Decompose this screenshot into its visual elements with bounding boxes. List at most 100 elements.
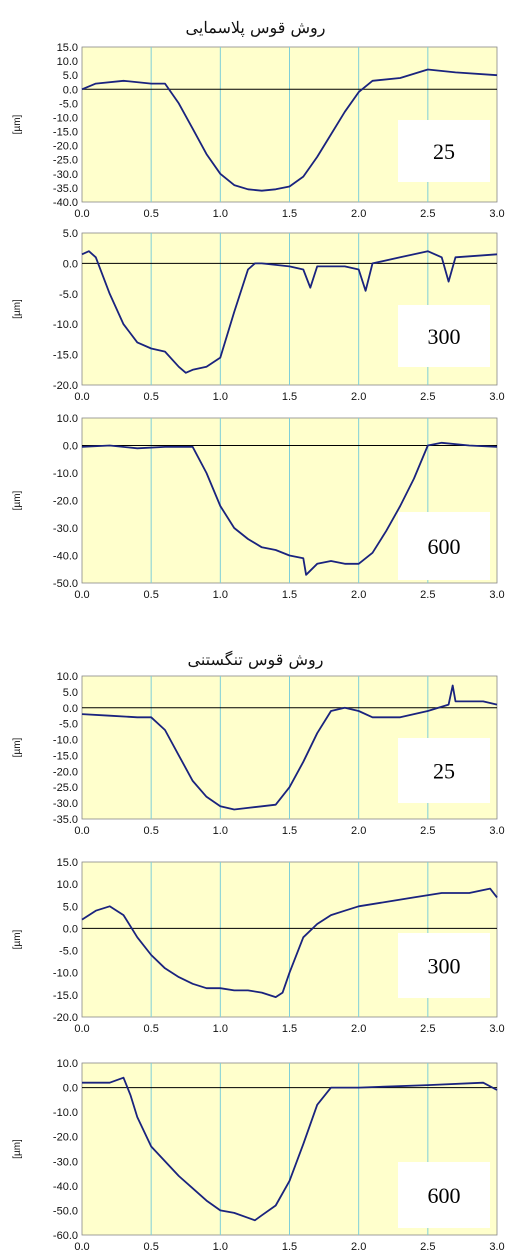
x-tick-label: 1.5 <box>282 589 297 601</box>
y-tick-label: 10.0 <box>57 413 78 425</box>
x-tick-label: 0.0 <box>74 825 89 837</box>
y-tick-label: -25.0 <box>53 782 78 794</box>
chart-5: 0.0 0.5 1.0 1.5 2.0 2.5 3.0 15.0 10.0 5.0 0.0 -5.0 -… <box>12 857 505 1035</box>
x-tick-label: 1.0 <box>213 589 228 601</box>
y-tick-label: -5.0 <box>59 289 78 301</box>
condition-label-box <box>398 933 490 998</box>
x-tick-label: 2.0 <box>351 208 366 220</box>
condition-label: 600 <box>428 534 461 559</box>
y-axis-label: [µm] <box>12 929 23 949</box>
y-tick-label: -20.0 <box>53 1012 78 1024</box>
y-tick-label: 0.0 <box>63 84 78 96</box>
y-tick-label: 10.0 <box>57 1058 78 1070</box>
y-tick-label: -60.0 <box>53 1230 78 1242</box>
y-tick-label: 5.0 <box>63 687 78 699</box>
y-tick-label: -15.0 <box>53 750 78 762</box>
y-axis-label: [µm] <box>12 114 23 134</box>
y-axis-label: [µm] <box>12 490 23 510</box>
y-tick-label: -30.0 <box>53 523 78 535</box>
y-tick-label: 10.0 <box>57 56 78 68</box>
y-tick-label: 15.0 <box>57 857 78 869</box>
y-axis-label: [µm] <box>12 737 23 757</box>
x-tick-label: 0.0 <box>74 208 89 220</box>
y-tick-label: 5.0 <box>63 901 78 913</box>
y-axis-label: [µm] <box>12 299 23 319</box>
x-tick-label: 2.5 <box>420 825 435 837</box>
y-tick-label: 0.0 <box>63 441 78 453</box>
y-tick-label: -40.0 <box>53 197 78 209</box>
x-tick-label: 2.0 <box>351 589 366 601</box>
y-tick-label: -35.0 <box>53 814 78 826</box>
y-tick-label: -10.0 <box>53 112 78 124</box>
x-tick-label: 1.5 <box>282 825 297 837</box>
y-tick-label: -10.0 <box>53 968 78 980</box>
chart-2: 0.0 0.5 1.0 1.5 2.0 2.5 3.0 5.0 0.0 -5.0 -10.0 -15.… <box>12 228 505 403</box>
series-line <box>81 250 498 374</box>
y-tick-label: -15.0 <box>53 990 78 1002</box>
x-tick-label: 3.0 <box>489 825 504 837</box>
y-tick-label: 10.0 <box>57 879 78 891</box>
x-tick-label: 1.5 <box>282 1023 297 1035</box>
x-tick-label: 1.0 <box>213 208 228 220</box>
y-tick-label: 5.0 <box>63 70 78 82</box>
x-tick-label: 3.0 <box>489 589 504 601</box>
condition-label: 600 <box>428 1183 461 1208</box>
section-title-plasma: روش قوس پلاسمایی <box>185 18 326 37</box>
y-tick-label: 0.0 <box>63 1083 78 1095</box>
x-tick-label: 2.5 <box>420 391 435 403</box>
condition-label: 25 <box>433 759 455 784</box>
x-tick-label: 1.0 <box>213 1023 228 1035</box>
condition-label-box <box>398 120 490 182</box>
chart-1: 0.0 0.5 1.0 1.5 2.0 2.5 3.0 15.0 10.0 5.0 0.0 -5.0 -… <box>12 42 505 220</box>
chart-4: 0.0 0.5 1.0 1.5 2.0 2.5 3.0 10.0 5.0 0.0 -5.0 -10.0… <box>12 671 505 837</box>
y-tick-label: 0.0 <box>63 923 78 935</box>
x-tick-label: 3.0 <box>489 391 504 403</box>
y-tick-label: -5.0 <box>59 98 78 110</box>
x-tick-label: 2.0 <box>351 1023 366 1035</box>
condition-label-box <box>398 305 490 367</box>
x-tick-label: 0.0 <box>74 391 89 403</box>
series-line <box>81 441 498 576</box>
x-tick-label: 2.0 <box>351 391 366 403</box>
y-tick-label: -30.0 <box>53 169 78 181</box>
y-tick-label: -10.0 <box>53 468 78 480</box>
x-tick-label: 3.0 <box>489 208 504 220</box>
y-tick-label: -20.0 <box>53 1132 78 1144</box>
y-tick-label: -10.0 <box>53 319 78 331</box>
y-tick-label: -10.0 <box>53 1107 78 1119</box>
chart-3: 0.0 0.5 1.0 1.5 2.0 2.5 3.0 10.0 0.0 -10.0 -20.0 -3… <box>12 413 505 601</box>
x-tick-label: 0.5 <box>144 208 159 220</box>
x-tick-label: 1.5 <box>282 1241 297 1253</box>
y-tick-label: -5.0 <box>59 719 78 731</box>
x-tick-label: 3.0 <box>489 1023 504 1035</box>
y-tick-label: -50.0 <box>53 1205 78 1217</box>
y-tick-label: -15.0 <box>53 127 78 139</box>
condition-label: 300 <box>428 954 461 979</box>
x-tick-label: 0.5 <box>144 825 159 837</box>
condition-label-box <box>398 512 490 580</box>
x-tick-label: 1.0 <box>213 391 228 403</box>
condition-label: 25 <box>433 139 455 164</box>
x-tick-label: 0.0 <box>74 1023 89 1035</box>
y-tick-label: -30.0 <box>53 1156 78 1168</box>
series-line <box>82 1076 498 1222</box>
x-tick-label: 2.0 <box>351 1241 366 1253</box>
x-tick-label: 2.5 <box>420 1023 435 1035</box>
y-tick-label: -10.0 <box>53 735 78 747</box>
x-tick-label: 1.5 <box>282 208 297 220</box>
x-tick-label: 0.0 <box>74 589 89 601</box>
chart-6: 0.0 0.5 1.0 1.5 2.0 2.5 3.0 10.0 0.0 -10.0 -20.0 -3… <box>12 1058 505 1253</box>
x-tick-label: 2.5 <box>420 208 435 220</box>
condition-label: 300 <box>428 324 461 349</box>
x-tick-label: 0.5 <box>144 1023 159 1035</box>
y-tick-label: -40.0 <box>53 1181 78 1193</box>
y-tick-label: 0.0 <box>63 703 78 715</box>
series-line <box>81 68 498 192</box>
y-tick-label: -5.0 <box>59 946 78 958</box>
condition-label-box <box>398 1162 490 1228</box>
y-tick-label: -35.0 <box>53 183 78 195</box>
y-tick-label: -20.0 <box>53 380 78 392</box>
y-tick-label: -25.0 <box>53 155 78 167</box>
x-tick-label: 0.0 <box>74 1241 89 1253</box>
